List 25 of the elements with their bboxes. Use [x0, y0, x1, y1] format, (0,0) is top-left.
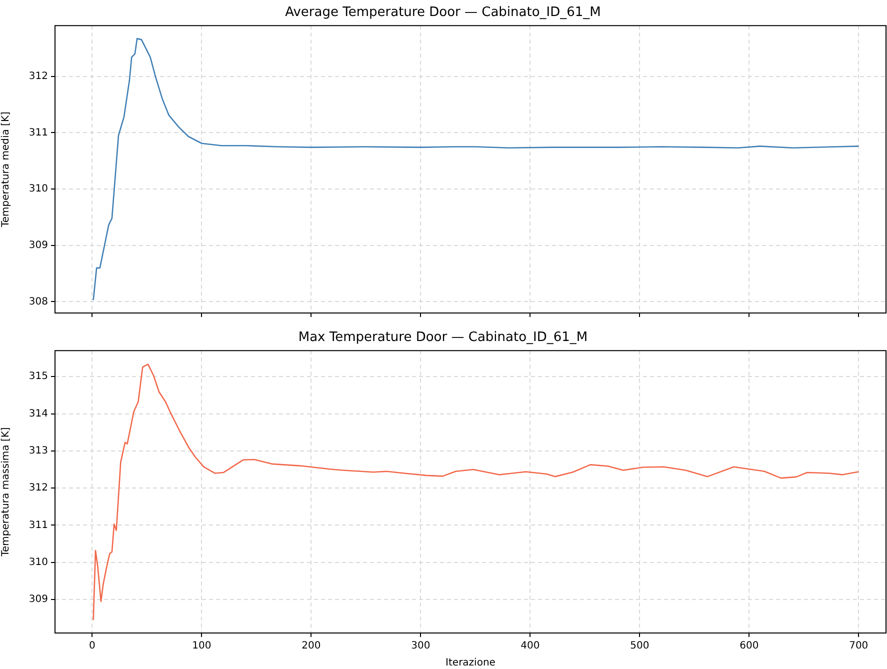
y-axis-title: Temperatura massima [K]	[0, 427, 12, 558]
y-tick-label: 311	[28, 520, 48, 531]
x-tick-label: 100	[192, 640, 212, 652]
chart-title: Average Temperature Door — Cabinato_ID_61_M	[285, 5, 601, 20]
y-tick-label: 313	[28, 446, 48, 457]
y-tick-label: 310	[28, 184, 48, 195]
y-axis-title: Temperatura media [K]	[0, 112, 12, 228]
x-tick-label: 600	[740, 640, 759, 652]
y-tick-label: 309	[28, 240, 48, 251]
y-tick-label: 312	[28, 70, 48, 82]
y-tick-label: 308	[28, 296, 48, 308]
y-tick-label: 312	[28, 482, 48, 494]
x-tick-label: 200	[302, 640, 321, 652]
y-tick-label: 310	[28, 556, 48, 568]
x-tick-label: 0	[89, 640, 96, 652]
x-axis-title: Iterazione	[446, 658, 496, 669]
y-tick-label: 314	[28, 408, 48, 420]
x-tick-label: 400	[520, 640, 540, 652]
chart-title: Max Temperature Door — Cabinato_ID_61_M	[298, 330, 588, 346]
x-tick-label: 300	[411, 640, 430, 652]
y-tick-label: 309	[28, 594, 48, 606]
y-tick-label: 315	[28, 371, 48, 382]
y-tick-label: 311	[28, 127, 48, 138]
x-tick-label: 500	[630, 640, 650, 652]
x-tick-label: 700	[849, 640, 868, 652]
